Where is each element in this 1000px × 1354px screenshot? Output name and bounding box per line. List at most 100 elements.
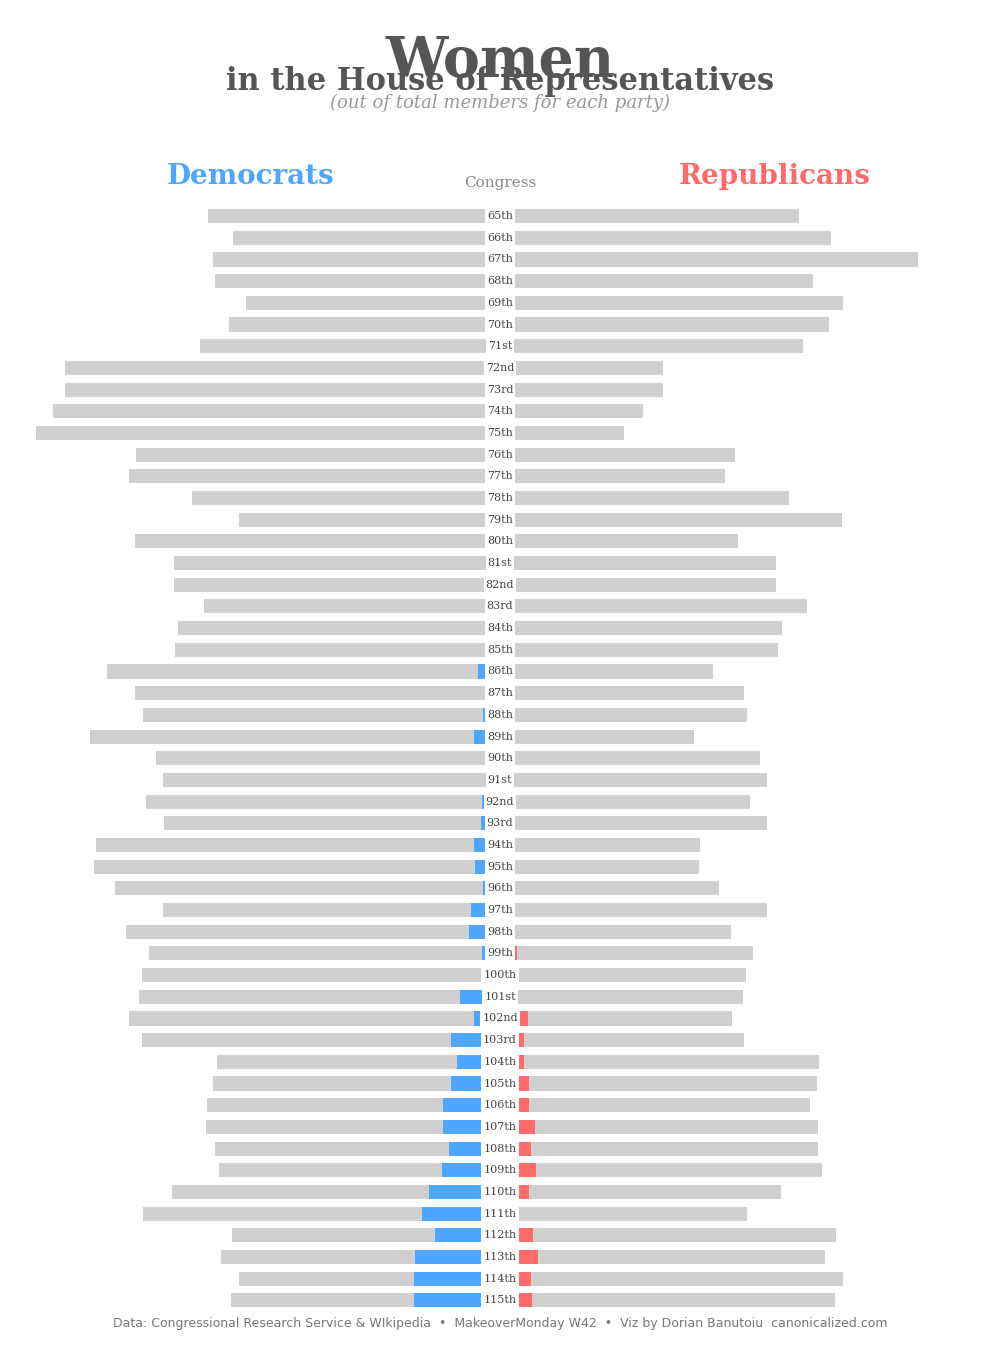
Text: 115th: 115th [483, 1296, 517, 1305]
Bar [449, 1141, 500, 1155]
Bar [500, 686, 507, 700]
Text: 68th: 68th [487, 276, 513, 286]
Bar [500, 427, 624, 440]
Text: 105th: 105th [483, 1079, 517, 1089]
Bar [129, 1011, 500, 1025]
Text: 66th: 66th [487, 233, 513, 242]
Bar [500, 665, 504, 678]
Text: 104th: 104th [483, 1057, 517, 1067]
Bar [500, 1206, 747, 1221]
Bar [217, 1055, 500, 1068]
Bar [500, 1055, 524, 1068]
Bar [500, 1011, 732, 1025]
Text: in the House of Representatives: in the House of Representatives [226, 66, 774, 97]
Text: 75th: 75th [487, 428, 513, 437]
Bar [207, 1098, 500, 1112]
Bar [500, 1185, 529, 1200]
Text: 81st: 81st [488, 558, 512, 569]
Bar [174, 578, 500, 592]
Bar [457, 1055, 500, 1068]
Text: Democrats: Democrats [166, 162, 334, 190]
Text: (out of total members for each party): (out of total members for each party) [330, 93, 670, 111]
Bar [500, 427, 501, 440]
Text: 88th: 88th [487, 709, 513, 720]
Bar [500, 1250, 825, 1265]
Bar [90, 730, 500, 743]
Bar [474, 730, 500, 743]
Bar [500, 751, 507, 765]
Bar [126, 925, 500, 938]
Bar [500, 1293, 835, 1308]
Bar [500, 1033, 524, 1047]
Bar [500, 295, 503, 310]
Bar [442, 1163, 500, 1178]
Text: 72nd: 72nd [486, 363, 514, 372]
Bar [500, 1120, 818, 1133]
Bar [143, 708, 500, 722]
Bar [478, 665, 500, 678]
Bar [149, 946, 500, 960]
Text: 98th: 98th [487, 926, 513, 937]
Bar [500, 946, 753, 960]
Bar [500, 492, 508, 505]
Text: Congress: Congress [464, 176, 536, 190]
Bar [482, 946, 500, 960]
Bar [500, 1293, 532, 1308]
Text: 70th: 70th [487, 320, 513, 329]
Text: Republicans: Republicans [679, 162, 871, 190]
Text: 89th: 89th [487, 731, 513, 742]
Text: 87th: 87th [487, 688, 513, 699]
Bar [500, 903, 767, 917]
Bar [53, 405, 500, 418]
Bar [499, 338, 500, 353]
Bar [493, 556, 500, 570]
Bar [136, 448, 500, 462]
Bar [481, 816, 500, 830]
Bar [212, 1076, 500, 1090]
Bar [500, 405, 643, 418]
Bar [500, 1250, 538, 1265]
Bar [422, 1206, 500, 1221]
Bar [500, 362, 662, 375]
Bar [500, 578, 776, 592]
Bar [500, 925, 515, 938]
Bar [172, 1185, 500, 1200]
Bar [107, 665, 500, 678]
Bar [500, 816, 510, 830]
Bar [500, 600, 511, 613]
Bar [500, 470, 725, 483]
Bar [414, 1271, 500, 1286]
Bar [429, 1185, 500, 1200]
Bar [500, 621, 512, 635]
Bar [162, 773, 500, 787]
Text: 100th: 100th [483, 969, 517, 980]
Bar [500, 513, 842, 527]
Text: 71st: 71st [488, 341, 512, 351]
Bar [497, 492, 500, 505]
Bar [500, 209, 799, 223]
Bar [500, 881, 719, 895]
Bar [474, 838, 500, 852]
Bar [500, 665, 712, 678]
Text: 90th: 90th [487, 753, 513, 764]
Bar [500, 903, 511, 917]
Bar [94, 860, 500, 873]
Text: 83rd: 83rd [487, 601, 513, 612]
Text: 82nd: 82nd [486, 580, 514, 590]
Bar [483, 881, 500, 895]
Bar [500, 556, 507, 570]
Bar [492, 427, 500, 440]
Bar [500, 1271, 531, 1286]
Bar [175, 643, 500, 657]
Bar [500, 1141, 531, 1155]
Bar [500, 1185, 781, 1200]
Bar [500, 816, 767, 830]
Text: 99th: 99th [487, 948, 513, 959]
Bar [500, 1206, 519, 1221]
Text: 96th: 96th [487, 883, 513, 894]
Bar [115, 881, 500, 895]
Text: 78th: 78th [487, 493, 513, 504]
Text: 108th: 108th [483, 1144, 517, 1154]
Bar [500, 643, 511, 657]
Bar [483, 968, 500, 982]
